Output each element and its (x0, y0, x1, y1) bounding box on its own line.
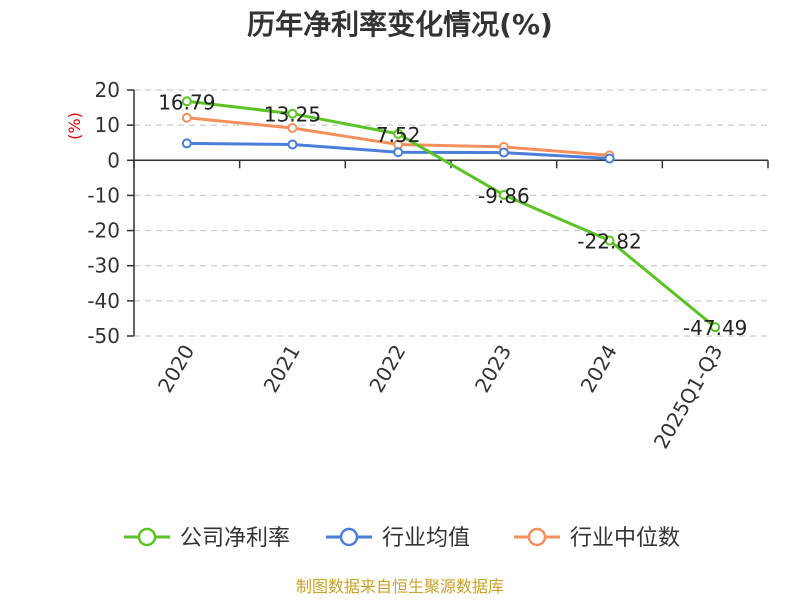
series-0 (181, 96, 721, 333)
data-point[interactable] (604, 235, 615, 246)
data-point[interactable] (710, 322, 721, 333)
data-point[interactable] (287, 122, 298, 133)
x-tick-label: 2022 (364, 341, 410, 397)
data-label: 7.52 (376, 123, 421, 147)
legend-label: 公司净利率 (180, 526, 290, 551)
source-note: 制图数据来自恒生聚源数据库 (296, 577, 504, 596)
legend-marker (527, 527, 547, 547)
x-tick-label: 2025Q1-Q3 (649, 341, 728, 453)
data-point[interactable] (181, 96, 192, 107)
data-point[interactable] (498, 147, 509, 158)
data-label: -47.49 (683, 316, 747, 340)
data-point[interactable] (393, 147, 404, 158)
y-tick-label: -10 (87, 183, 120, 207)
data-point[interactable] (498, 189, 509, 200)
y-axis-label: (%) (65, 112, 84, 140)
chart-title: 历年净利率变化情况(%) (247, 8, 553, 41)
data-label: 16.79 (158, 90, 215, 114)
y-tick-label: 20 (95, 78, 120, 102)
legend-item[interactable]: 行业中位数 (514, 526, 680, 551)
data-label: 13.25 (264, 103, 321, 127)
grid-lines (134, 89, 768, 337)
x-tick-label: 2023 (470, 341, 516, 397)
x-tick-label: 2020 (153, 341, 199, 397)
series-1 (181, 138, 615, 164)
y-tick-label: -20 (87, 219, 120, 243)
legend-marker (137, 527, 157, 547)
x-tick-label: 2024 (576, 341, 622, 397)
data-label: -9.86 (478, 184, 530, 208)
data-point[interactable] (287, 139, 298, 150)
data-label: -22.82 (577, 229, 641, 253)
y-tick-label: 0 (107, 148, 120, 172)
data-point[interactable] (287, 108, 298, 119)
legend-item[interactable]: 行业均值 (326, 526, 470, 551)
data-point[interactable] (393, 128, 404, 139)
legend: 公司净利率 行业均值 行业中位数 (124, 526, 680, 551)
y-tick-label: 10 (95, 113, 120, 137)
legend-label: 行业均值 (382, 526, 470, 551)
legend-label: 行业中位数 (570, 526, 680, 551)
legend-item[interactable]: 公司净利率 (124, 526, 290, 551)
data-point[interactable] (604, 153, 615, 164)
data-labels: 16.79 13.25 7.52 -9.86 -22.82 -47.49 (158, 90, 747, 340)
legend-marker (339, 527, 359, 547)
data-point[interactable] (181, 138, 192, 149)
series-line (186, 99, 717, 329)
data-point[interactable] (181, 112, 192, 123)
x-tick-label: 2021 (259, 341, 305, 397)
y-tick-label: -30 (87, 254, 120, 278)
y-tick-label: -50 (87, 324, 120, 348)
y-tick-label: -40 (87, 289, 120, 313)
series-lines (181, 96, 721, 333)
